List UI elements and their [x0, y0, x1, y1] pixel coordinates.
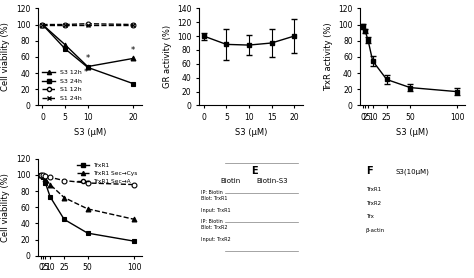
Text: Trx: Trx	[365, 214, 374, 219]
Text: Biotin-S3: Biotin-S3	[256, 178, 288, 184]
Text: TrxR2: TrxR2	[365, 201, 381, 206]
Y-axis label: Cell viability (%): Cell viability (%)	[1, 23, 10, 91]
Text: β-actin: β-actin	[365, 228, 385, 233]
X-axis label: S3 (μM): S3 (μM)	[396, 128, 428, 136]
Y-axis label: TrxR activity (%): TrxR activity (%)	[324, 23, 333, 91]
X-axis label: S3 (μM): S3 (μM)	[235, 128, 267, 136]
Text: TrxR1: TrxR1	[365, 187, 381, 192]
Text: IP: Biotin
Blot: TrxR1: IP: Biotin Blot: TrxR1	[201, 190, 228, 201]
Y-axis label: GR activity (%): GR activity (%)	[163, 25, 172, 88]
Y-axis label: Cell viability (%): Cell viability (%)	[1, 173, 10, 242]
Text: IP: Biotin
Blot: TrxR2: IP: Biotin Blot: TrxR2	[201, 219, 228, 230]
Text: Input: TrxR1: Input: TrxR1	[201, 208, 231, 213]
Text: S3(10μM): S3(10μM)	[396, 168, 429, 175]
Legend: TrxR1, TrxR1 Sec→Cys, TrxR1 Sec→A: TrxR1, TrxR1 Sec→Cys, TrxR1 Sec→A	[75, 160, 140, 186]
Text: E: E	[251, 167, 258, 177]
X-axis label: S3 (μM): S3 (μM)	[74, 128, 106, 136]
Text: *: *	[131, 82, 135, 91]
Text: F: F	[365, 167, 372, 177]
Text: *: *	[131, 46, 135, 55]
Text: *: *	[86, 54, 90, 63]
Legend: S3 12h, S3 24h, S1 12h, S1 24h: S3 12h, S3 24h, S1 12h, S1 24h	[40, 68, 84, 103]
Text: Biotin: Biotin	[220, 178, 240, 184]
Text: *: *	[83, 68, 88, 77]
Text: Input: TrxR2: Input: TrxR2	[201, 237, 231, 242]
